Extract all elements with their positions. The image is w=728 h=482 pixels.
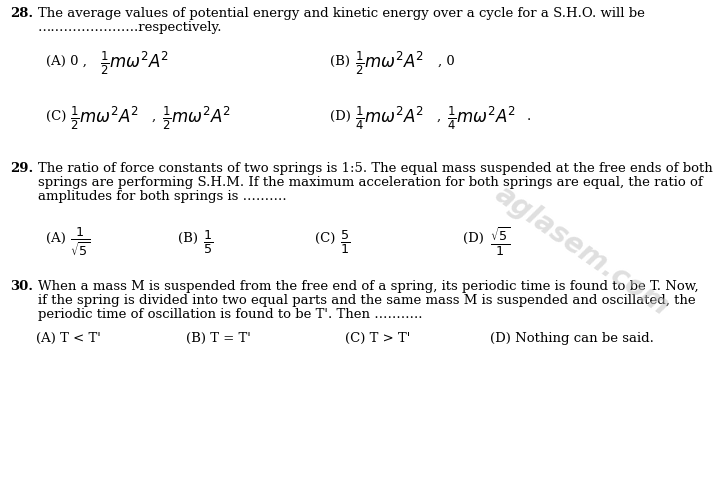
Text: springs are performing S.H.M. If the maximum acceleration for both springs are e: springs are performing S.H.M. If the max… — [38, 176, 703, 189]
Text: $\frac{1}{4}m\omega^2 A^2$: $\frac{1}{4}m\omega^2 A^2$ — [447, 104, 516, 132]
Text: 29.: 29. — [10, 162, 33, 175]
Text: , 0: , 0 — [438, 55, 455, 68]
Text: (D): (D) — [330, 110, 351, 123]
Text: $\frac{\sqrt{5}}{1}$: $\frac{\sqrt{5}}{1}$ — [490, 226, 510, 258]
Text: 28.: 28. — [10, 7, 33, 20]
Text: amplitudes for both springs is ……….: amplitudes for both springs is ………. — [38, 190, 287, 203]
Text: .: . — [527, 110, 531, 123]
Text: $\frac{1}{2}m\omega^2 A^2$: $\frac{1}{2}m\omega^2 A^2$ — [355, 49, 424, 77]
Text: if the spring is divided into two equal parts and the same mass M is suspended a: if the spring is divided into two equal … — [38, 294, 696, 307]
Text: (A) T < T': (A) T < T' — [36, 332, 101, 345]
Text: When a mass M is suspended from the free end of a spring, its periodic time is f: When a mass M is suspended from the free… — [38, 280, 699, 293]
Text: 30.: 30. — [10, 280, 33, 293]
Text: (C): (C) — [315, 232, 336, 245]
Text: (A) 0 ,: (A) 0 , — [46, 55, 87, 68]
Text: (D) Nothing can be said.: (D) Nothing can be said. — [490, 332, 654, 345]
Text: $\frac{1}{\sqrt{5}}$: $\frac{1}{\sqrt{5}}$ — [70, 226, 90, 258]
Text: (D): (D) — [463, 232, 484, 245]
Text: $\frac{1}{2}m\omega^2 A^2$: $\frac{1}{2}m\omega^2 A^2$ — [162, 104, 232, 132]
Text: aglasem.com: aglasem.com — [490, 180, 675, 321]
Text: (A): (A) — [46, 232, 66, 245]
Text: (B): (B) — [330, 55, 350, 68]
Text: $\frac{5}{1}$: $\frac{5}{1}$ — [340, 228, 350, 256]
Text: $\frac{1}{2}m\omega^2 A^2$: $\frac{1}{2}m\omega^2 A^2$ — [100, 49, 169, 77]
Text: $\frac{1}{4}m\omega^2 A^2$: $\frac{1}{4}m\omega^2 A^2$ — [355, 104, 424, 132]
Text: (C): (C) — [46, 110, 66, 123]
Text: (B) T = T': (B) T = T' — [186, 332, 251, 345]
Text: periodic time of oscillation is found to be T'. Then ………..: periodic time of oscillation is found to… — [38, 308, 422, 321]
Text: …………………..respectively.: …………………..respectively. — [38, 21, 223, 34]
Text: (B): (B) — [178, 232, 198, 245]
Text: $\frac{1}{5}$: $\frac{1}{5}$ — [203, 228, 213, 256]
Text: ,: , — [152, 110, 156, 123]
Text: The average values of potential energy and kinetic energy over a cycle for a S.H: The average values of potential energy a… — [38, 7, 645, 20]
Text: ,: , — [437, 110, 441, 123]
Text: (C) T > T': (C) T > T' — [345, 332, 411, 345]
Text: The ratio of force constants of two springs is 1:5. The equal mass suspended at : The ratio of force constants of two spri… — [38, 162, 713, 175]
Text: $\frac{1}{2}m\omega^2 A^2$: $\frac{1}{2}m\omega^2 A^2$ — [70, 104, 139, 132]
